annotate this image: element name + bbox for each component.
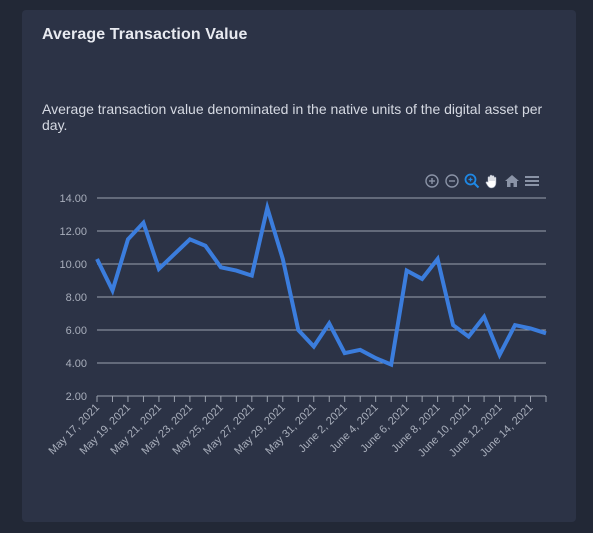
pan-hand-icon[interactable] xyxy=(482,172,502,190)
y-tick-label: 12.00 xyxy=(59,226,87,238)
zoom-select-icon[interactable] xyxy=(462,172,482,190)
zoom-out-icon[interactable] xyxy=(442,172,462,190)
home-reset-icon[interactable] xyxy=(502,172,522,190)
zoom-in-icon[interactable] xyxy=(422,172,442,190)
y-tick-label: 10.00 xyxy=(59,259,87,271)
y-tick-label: 4.00 xyxy=(66,358,87,370)
y-tick-label: 2.00 xyxy=(66,391,87,403)
y-axis-ticks: 14.00 12.00 10.00 8.00 6.00 4.00 2.00 xyxy=(59,193,87,403)
chart-card: Average Transaction Value Average transa… xyxy=(22,10,576,522)
chart-toolbar xyxy=(422,172,542,190)
series-line xyxy=(95,200,547,368)
y-tick-label: 6.00 xyxy=(66,325,87,337)
grid-lines xyxy=(97,197,546,397)
card-title: Average Transaction Value xyxy=(42,26,248,43)
y-tick-label: 14.00 xyxy=(59,193,87,205)
y-tick-label: 8.00 xyxy=(66,292,87,304)
menu-icon[interactable] xyxy=(522,172,542,190)
series-line-layer xyxy=(95,200,547,368)
card-description: Average transaction value denominated in… xyxy=(42,101,543,133)
